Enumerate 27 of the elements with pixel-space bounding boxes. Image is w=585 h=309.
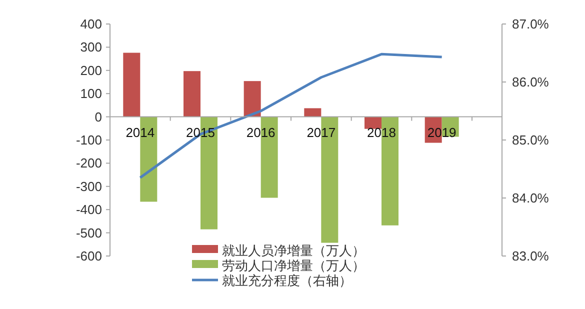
- legend-label: 劳动人口净增量（万人）: [222, 258, 365, 273]
- y-tick-label: -100: [76, 132, 102, 148]
- y-tick-label: 400: [80, 16, 102, 32]
- bar: [184, 71, 200, 117]
- legend-label: 就业人员净增量（万人）: [222, 243, 365, 258]
- y-tick-label: 300: [80, 40, 102, 55]
- bar: [244, 81, 261, 117]
- y2-tick-label: 87.0%: [512, 16, 550, 32]
- bar: [364, 116, 382, 129]
- y2-tick-label: 83.0%: [512, 248, 550, 264]
- x-tick-label: 2017: [306, 124, 336, 140]
- x-tick-label: 2018: [367, 124, 396, 140]
- y2-tick-label: 84.0%: [512, 190, 550, 206]
- y2-tick-label: 86.0%: [512, 74, 550, 90]
- x-tick-label: 2015: [186, 124, 215, 140]
- y-tick-label: -200: [76, 156, 102, 171]
- y-tick-label: 100: [80, 86, 102, 102]
- y2-tick-label: 85.0%: [512, 132, 550, 148]
- y-tick-label: 0: [94, 109, 102, 124]
- bar: [123, 52, 140, 117]
- y-tick-label: -600: [76, 248, 102, 264]
- y-tick-label: -500: [76, 225, 102, 240]
- bar: [304, 108, 322, 117]
- y-tick-label: -300: [76, 178, 102, 194]
- y-tick-label: 200: [80, 62, 102, 78]
- y-tick-label: -400: [76, 202, 102, 218]
- legend-label: 就业充分程度（右轴）: [222, 273, 352, 288]
